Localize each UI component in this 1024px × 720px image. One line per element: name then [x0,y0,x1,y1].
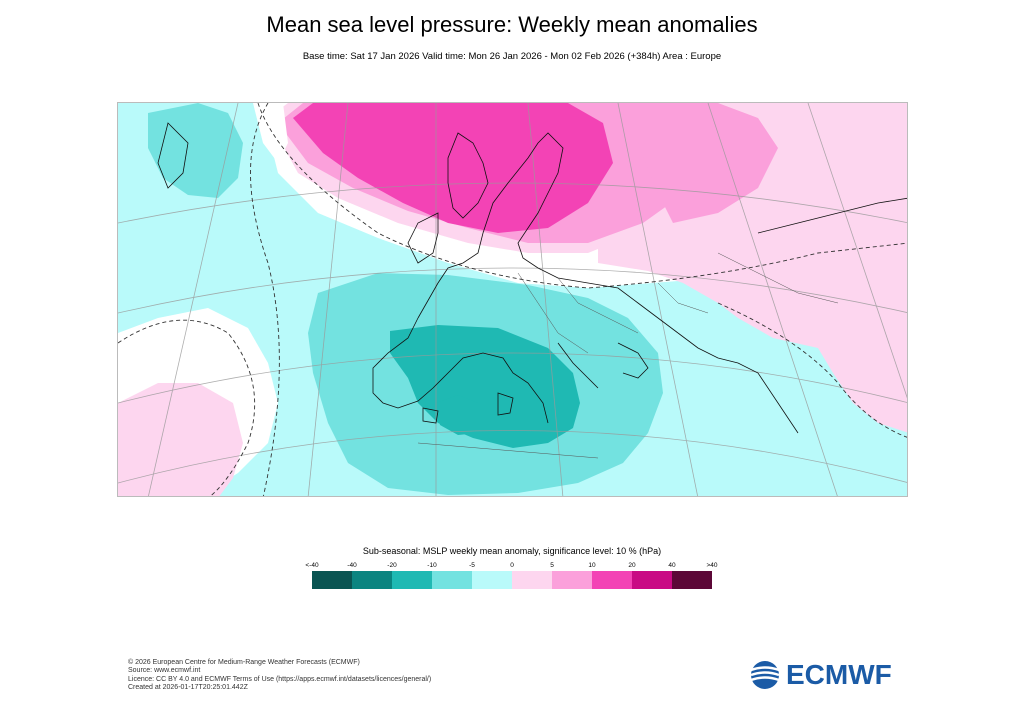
legend-tick-label: 5 [550,562,554,569]
ecmwf-logo: ECMWF [748,659,908,691]
legend: <-40 -40 -20 -10 -5 0 5 10 20 40 >40 [305,562,718,589]
positive-anomaly-southwest [118,383,243,496]
neutral-zone-northwest [253,103,288,163]
legend-tick-label: 10 [588,562,596,569]
zero-contours [118,103,907,496]
legend-swatch [672,571,712,589]
graticule [118,103,907,496]
legend-swatch [352,571,392,589]
legend-tick-label: <-40 [305,562,319,569]
positive-anomaly-east-5 [598,103,778,223]
legend-tick-label: -20 [387,562,397,569]
source-line: Source: www.ecmwf.int [128,667,201,675]
legend-swatch [592,571,632,589]
legend-tick-label: >40 [706,562,718,569]
coastlines [157,122,907,434]
legend-swatch [552,571,592,589]
legend-tick-label: 40 [668,562,676,569]
ecmwf-globe-icon [750,661,780,689]
created-line: Created at 2026-01-17T20:25:01.442Z [128,683,248,691]
country-borders [417,252,839,459]
legend-swatch [632,571,672,589]
legend-tick-label: 20 [628,562,636,569]
legend-title: Sub-seasonal: MSLP weekly mean anomaly, … [362,546,662,556]
negative-anomaly-mediterranean-10 [390,325,580,448]
negative-anomaly-mediterranean-10b [436,395,490,435]
legend-swatch [432,571,472,589]
legend-tick-label: -10 [427,562,437,569]
legend-tick-label: 0 [510,562,514,569]
legend-tick-label: -40 [347,562,357,569]
legend-tick-label: -5 [469,562,475,569]
chart-subtitle: Base time: Sat 17 Jan 2026 Valid time: M… [302,51,722,62]
legend-swatch [392,571,432,589]
chart-title: Mean sea level pressure: Weekly mean ano… [266,12,758,37]
positive-anomaly-scandinavia-10 [293,103,613,233]
legend-swatch [512,571,552,589]
copyright-line: © 2026 European Centre for Medium-Range … [128,659,360,666]
anomaly-map [117,102,908,497]
logo-text: ECMWF [786,659,892,690]
legend-swatch [312,571,352,589]
licence-line: Licence: CC BY 4.0 and ECMWF Terms of Us… [128,675,432,683]
legend-swatch [472,571,512,589]
footer: © 2026 European Centre for Medium-Range … [128,659,431,692]
